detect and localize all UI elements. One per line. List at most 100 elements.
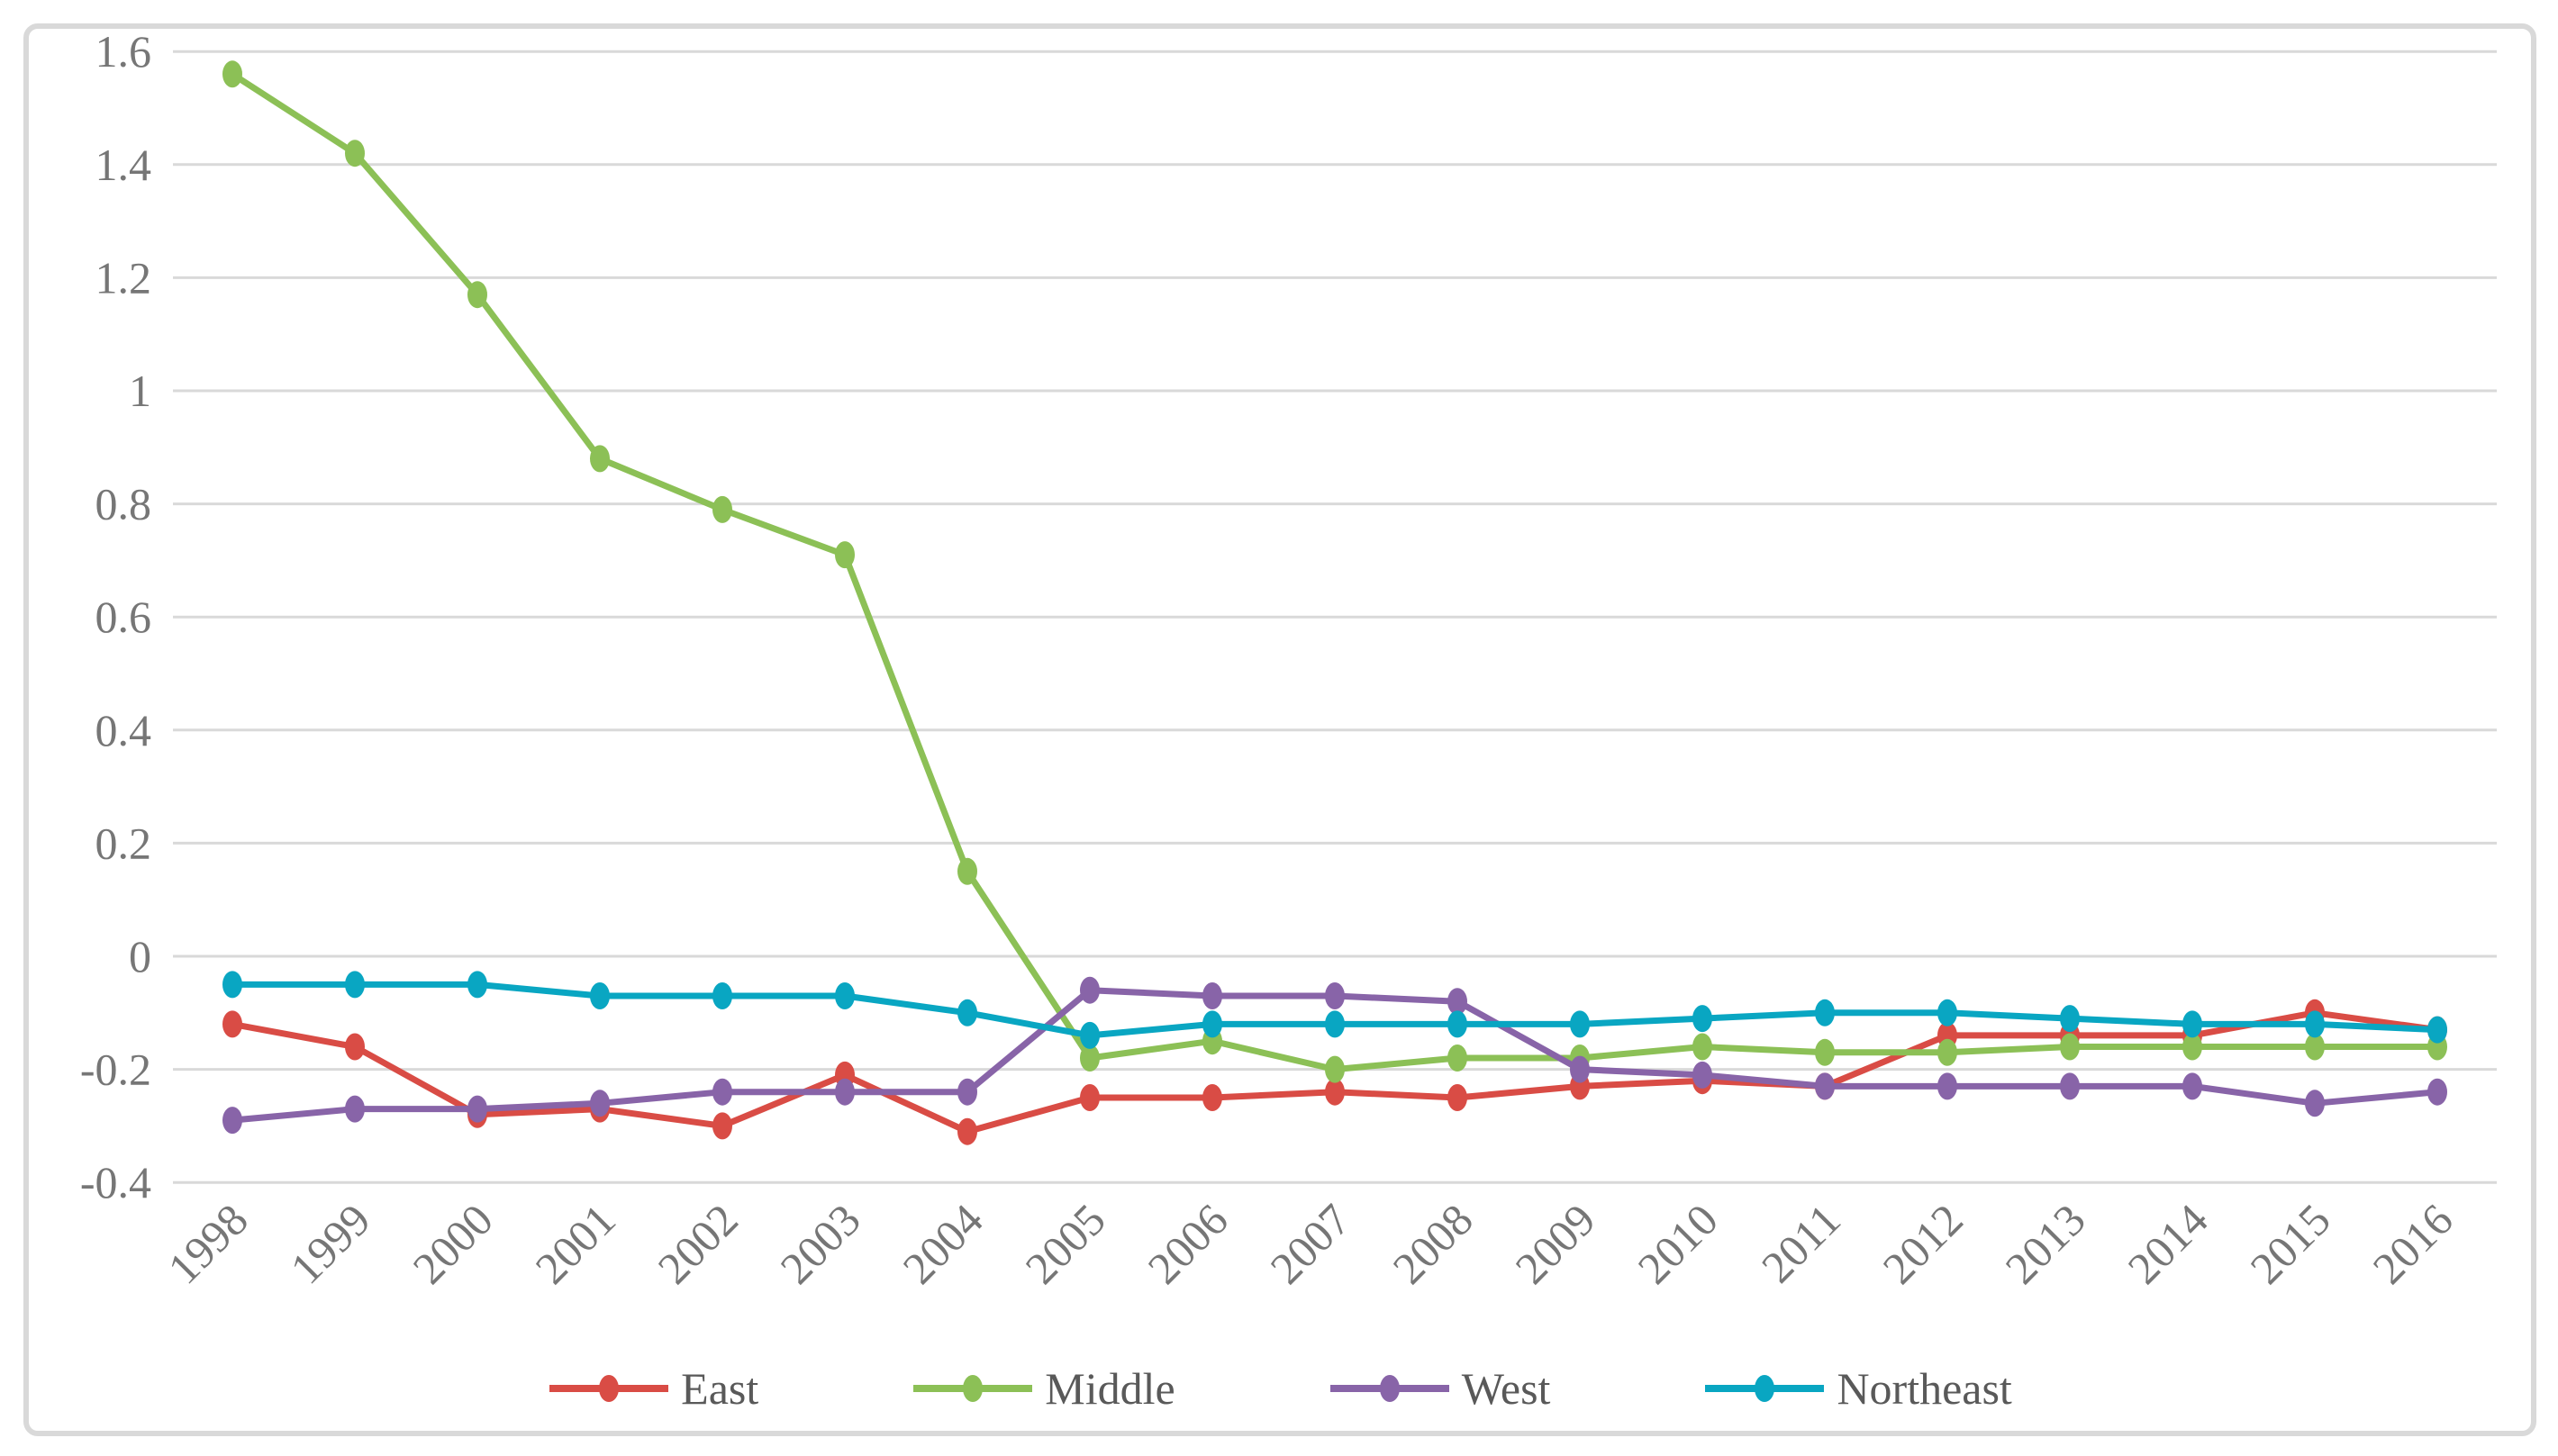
y-tick-label: 0.8 <box>95 479 152 529</box>
legend-marker-icon <box>913 1375 1033 1402</box>
x-tick-label: 2009 <box>1505 1194 1604 1293</box>
data-point-marker <box>2305 1090 2325 1117</box>
data-point-marker <box>957 999 977 1026</box>
data-point-marker <box>2060 1072 2080 1100</box>
legend-marker-icon <box>1329 1375 1449 1402</box>
series-west <box>222 976 2447 1135</box>
y-tick-label: 0.2 <box>95 818 152 868</box>
data-point-marker <box>2182 1072 2202 1100</box>
data-point-marker <box>222 971 242 999</box>
data-point-marker <box>1202 1010 1222 1038</box>
y-tick-label: 0.4 <box>95 705 152 755</box>
y-tick-label: -0.4 <box>80 1157 151 1207</box>
series-northeast <box>222 971 2447 1049</box>
x-tick-label: 1999 <box>280 1194 379 1293</box>
data-point-marker <box>712 495 732 523</box>
data-point-marker <box>2182 1010 2202 1038</box>
data-point-marker <box>2060 1033 2080 1061</box>
x-tick-label: 2016 <box>2363 1194 2462 1293</box>
legend-label: Northeast <box>1837 1363 2012 1414</box>
data-point-marker <box>957 857 977 885</box>
series-line <box>229 70 2441 1073</box>
data-point-marker <box>222 1010 242 1038</box>
data-point-marker <box>1937 999 1957 1026</box>
series-middle <box>222 60 2447 1083</box>
legend-item-west: West <box>1327 1362 1551 1415</box>
data-point-marker <box>222 60 242 88</box>
data-point-marker <box>1815 1072 1835 1100</box>
legend-item-middle: Middle <box>910 1362 1175 1415</box>
data-point-marker <box>2305 1033 2325 1061</box>
data-point-marker <box>2060 1005 2080 1033</box>
data-point-marker <box>1325 1010 1345 1038</box>
y-tick-label: -0.2 <box>80 1045 151 1095</box>
data-point-marker <box>1080 976 1100 1004</box>
legend-label: East <box>681 1363 759 1414</box>
data-point-marker <box>1692 1061 1712 1089</box>
data-point-marker <box>2427 1016 2447 1044</box>
data-point-marker <box>1815 999 1835 1026</box>
data-point-marker <box>712 982 732 1009</box>
data-point-marker <box>345 971 365 999</box>
data-point-marker <box>1080 1045 1100 1072</box>
data-point-marker <box>467 1095 487 1123</box>
y-tick-label: 1.6 <box>95 26 152 77</box>
data-point-marker <box>712 1078 732 1106</box>
data-point-marker <box>2305 1010 2325 1038</box>
y-tick-label: 1.4 <box>95 140 152 190</box>
data-point-marker <box>1570 1055 1590 1083</box>
data-point-marker <box>1325 1055 1345 1083</box>
data-point-marker <box>835 541 855 569</box>
data-point-marker <box>2182 1033 2202 1061</box>
x-tick-label: 2011 <box>1752 1194 1850 1292</box>
data-point-marker <box>1447 1010 1467 1038</box>
data-point-marker <box>467 971 487 999</box>
data-point-marker <box>1570 1010 1590 1038</box>
data-point-marker <box>1447 1045 1467 1072</box>
x-tick-label: 2006 <box>1138 1194 1237 1293</box>
data-point-marker <box>1080 1084 1100 1111</box>
x-tick-label: 2004 <box>893 1194 992 1293</box>
y-axis-labels: 1.6 1.4 1.2 1 0.8 0.6 0.4 0.2 0 -0.2 -0.4 <box>80 26 151 1207</box>
gridlines <box>173 50 2497 1184</box>
data-point-marker <box>467 281 487 309</box>
legend-label: Middle <box>1045 1363 1175 1414</box>
data-point-marker <box>345 140 365 167</box>
x-tick-label: 2014 <box>2118 1194 2217 1293</box>
x-tick-label: 2013 <box>1995 1194 2094 1293</box>
data-point-marker <box>222 1107 242 1135</box>
legend-marker-icon <box>549 1375 669 1402</box>
data-point-marker <box>1815 1038 1835 1066</box>
data-point-marker <box>1692 1005 1712 1033</box>
legend: East Middle West Northeast <box>0 1362 2558 1415</box>
x-tick-label: 2002 <box>648 1194 747 1293</box>
data-point-marker <box>590 445 610 473</box>
x-tick-label: 2010 <box>1628 1194 1727 1293</box>
x-tick-label: 2008 <box>1383 1194 1482 1293</box>
legend-marker-icon <box>1705 1375 1825 1402</box>
data-point-marker <box>590 982 610 1009</box>
x-tick-label: 2012 <box>1873 1194 1972 1293</box>
x-tick-label: 2005 <box>1015 1194 1114 1293</box>
y-tick-label: 1 <box>129 366 151 416</box>
data-point-marker <box>1447 1084 1467 1111</box>
data-point-marker <box>835 982 855 1009</box>
data-point-marker <box>345 1033 365 1061</box>
x-tick-label: 2007 <box>1260 1194 1359 1293</box>
legend-item-northeast: Northeast <box>1701 1362 2012 1415</box>
data-point-marker <box>345 1095 365 1123</box>
x-tick-label: 2001 <box>525 1194 624 1293</box>
y-tick-label: 1.2 <box>95 252 152 303</box>
data-point-marker <box>1937 1072 1957 1100</box>
x-tick-label: 1998 <box>158 1194 257 1293</box>
data-point-marker <box>1080 1021 1100 1049</box>
data-point-marker <box>957 1078 977 1106</box>
y-tick-label: 0 <box>129 931 151 981</box>
data-point-marker <box>712 1112 732 1140</box>
data-point-marker <box>1937 1038 1957 1066</box>
data-point-marker <box>1202 982 1222 1009</box>
data-point-marker <box>957 1117 977 1145</box>
legend-label: West <box>1461 1363 1551 1414</box>
